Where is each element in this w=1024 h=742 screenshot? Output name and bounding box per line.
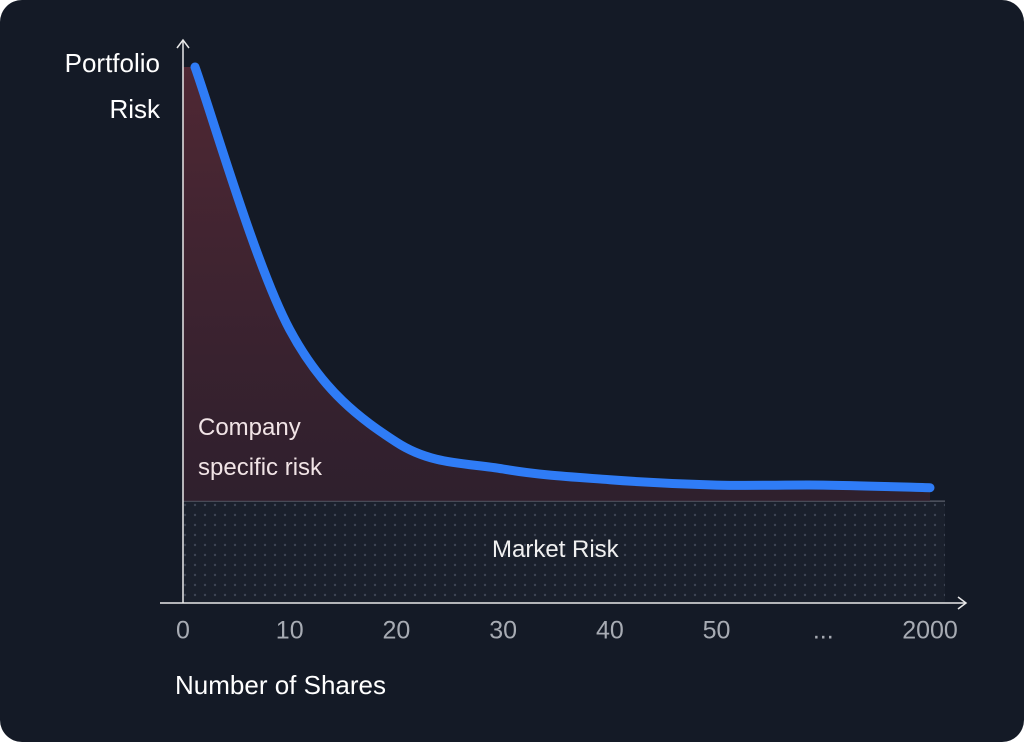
risk-area [183, 67, 930, 502]
x-tick-label: ... [813, 617, 834, 645]
x-tick-label: 30 [489, 617, 517, 645]
x-axis-label: Number of Shares [175, 670, 386, 700]
x-tick-label: 10 [276, 617, 304, 645]
x-tick-label: 50 [703, 617, 731, 645]
x-tick-label: 0 [176, 617, 190, 645]
market-risk-band [183, 501, 945, 603]
risk-curve [190, 62, 935, 493]
y-axis-arrow [176, 38, 190, 49]
x-tick-label: 20 [383, 617, 411, 645]
x-tick-label: 2000 [902, 617, 958, 645]
x-tick-label: 40 [596, 617, 624, 645]
y-axis-label: Portfolio Risk [64, 48, 160, 124]
x-axis-arrow [957, 596, 968, 610]
market-label: Market Risk [492, 536, 619, 563]
area-label: Company specific risk [198, 414, 323, 481]
